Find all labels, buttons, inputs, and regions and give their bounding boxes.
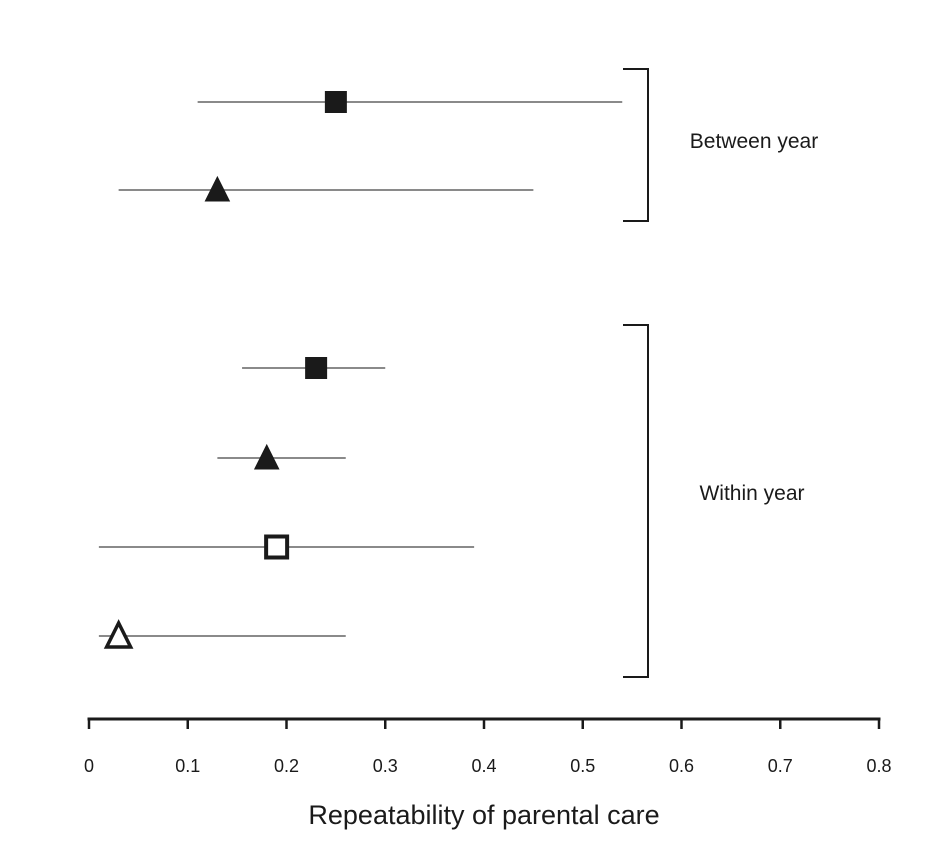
open-square-marker: [264, 534, 290, 560]
x-tick-label: 0.1: [175, 756, 200, 776]
x-tick-label: 0: [84, 756, 94, 776]
x-tick-label: 0.7: [768, 756, 793, 776]
open-triangle-marker: [103, 619, 134, 649]
confidence-intervals: [98, 101, 623, 637]
x-axis-title: Repeatability of parental care: [308, 800, 659, 830]
filled-triangle-marker: [204, 175, 231, 202]
group-brackets: Between year Within year: [623, 68, 818, 678]
group-bracket: [623, 68, 649, 222]
x-tick-label: 0.5: [570, 756, 595, 776]
x-tick-label: 0.8: [866, 756, 891, 776]
group-label: Within year: [699, 482, 804, 505]
x-tick-labels: 0 0.1 0.2 0.3 0.4 0.5 0.6 0.7 0.8: [84, 756, 892, 776]
x-tick-label: 0.6: [669, 756, 694, 776]
x-tick-label: 0.2: [274, 756, 299, 776]
group-bracket: [623, 324, 649, 678]
filled-triangle-marker: [253, 443, 280, 470]
x-axis: [87, 717, 881, 729]
x-tick-label: 0.3: [373, 756, 398, 776]
point-estimates: [103, 91, 347, 649]
group-label: Between year: [690, 130, 818, 153]
x-tick-label: 0.4: [471, 756, 496, 776]
filled-square-marker: [324, 91, 347, 113]
filled-square-marker: [305, 357, 328, 379]
